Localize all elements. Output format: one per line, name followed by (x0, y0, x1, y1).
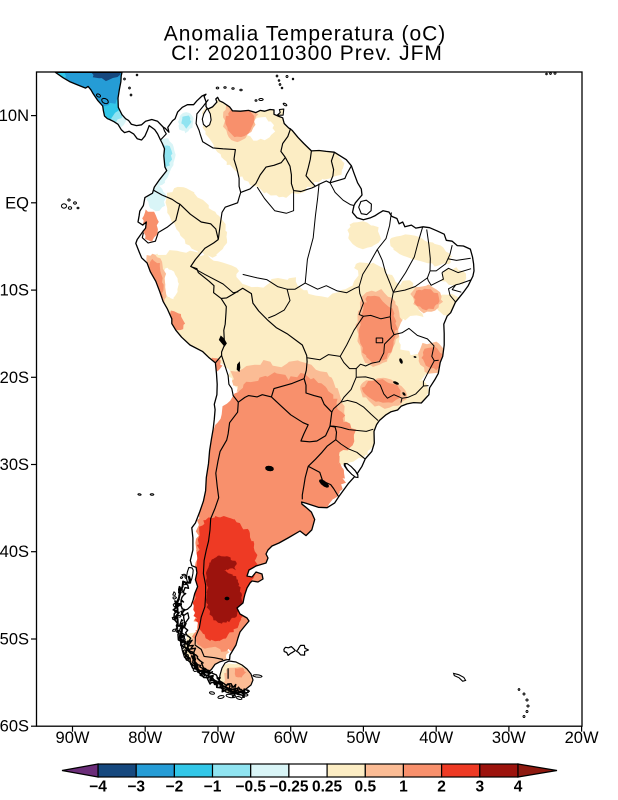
svg-text:80W: 80W (128, 729, 162, 747)
svg-text:3: 3 (475, 779, 484, 796)
svg-text:20S: 20S (0, 369, 29, 387)
svg-text:0.25: 0.25 (312, 779, 343, 796)
svg-text:0.5: 0.5 (355, 779, 377, 796)
svg-text:50W: 50W (346, 729, 380, 747)
svg-text:−4: −4 (89, 779, 107, 796)
svg-text:10S: 10S (0, 282, 29, 300)
svg-text:−1: −1 (204, 779, 222, 796)
svg-text:−3: −3 (127, 779, 145, 796)
svg-text:40W: 40W (419, 729, 453, 747)
svg-text:−0.5: −0.5 (235, 779, 266, 796)
svg-text:1: 1 (399, 779, 408, 796)
svg-text:40S: 40S (0, 543, 29, 561)
svg-text:50S: 50S (0, 631, 29, 649)
svg-text:4: 4 (514, 779, 523, 796)
svg-text:−2: −2 (166, 779, 184, 796)
svg-text:30S: 30S (0, 456, 29, 474)
svg-text:30W: 30W (492, 729, 526, 747)
svg-text:20W: 20W (565, 729, 599, 747)
svg-text:CI: 2020110300 Prev. JFM: CI: 2020110300 Prev. JFM (171, 42, 443, 65)
svg-text:−0.25: −0.25 (269, 779, 309, 796)
svg-text:2: 2 (437, 779, 446, 796)
svg-text:EQ: EQ (5, 194, 29, 212)
svg-text:60W: 60W (274, 729, 308, 747)
svg-text:70W: 70W (201, 729, 235, 747)
svg-text:Anomalia Temperatura (oC): Anomalia Temperatura (oC) (164, 23, 447, 46)
svg-text:10N: 10N (0, 107, 29, 125)
svg-text:60S: 60S (0, 718, 29, 736)
svg-text:90W: 90W (56, 729, 90, 747)
